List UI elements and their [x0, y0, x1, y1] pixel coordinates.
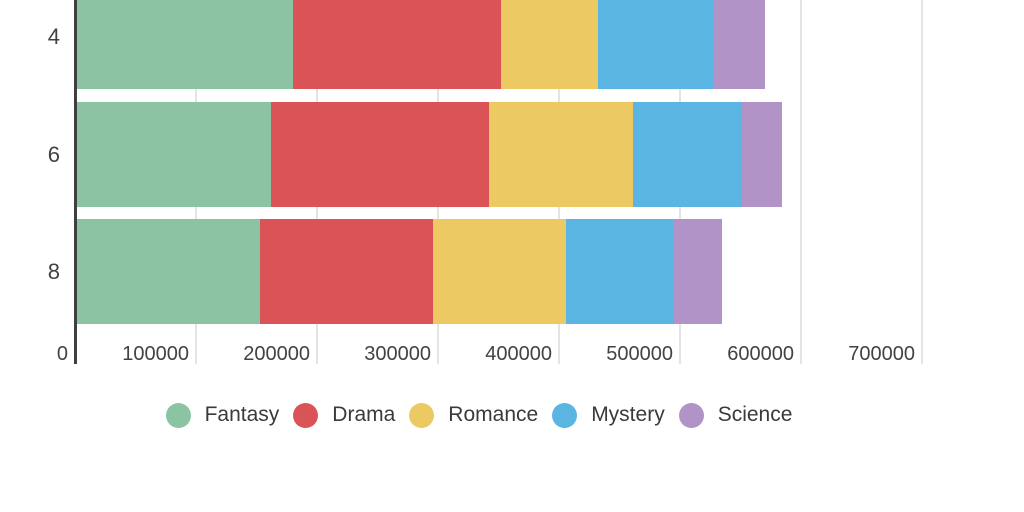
bar-6-science-segment[interactable]: [741, 102, 782, 207]
fantasy-legend-dot-icon: [165, 402, 191, 428]
legend-item-drama[interactable]: Drama: [293, 402, 396, 428]
bar-4-fantasy-segment[interactable]: [75, 0, 293, 89]
bar-8-fantasy-segment[interactable]: [75, 219, 261, 324]
x-tick-label-300000: 300000: [364, 343, 431, 365]
x-tick-label-100000: 100000: [122, 343, 189, 365]
bar-8-mystery-segment[interactable]: [566, 219, 674, 324]
legend-label-mystery: Mystery: [591, 403, 665, 426]
legend-label-romance: Romance: [448, 403, 539, 426]
legend-item-science[interactable]: Science: [678, 402, 793, 428]
gridline-600000: [800, 0, 802, 364]
legend-label-drama: Drama: [332, 403, 396, 426]
x-tick-label-600000: 600000: [727, 343, 794, 365]
legend-label-science: Science: [717, 403, 793, 426]
drama-legend-dot-icon: [293, 402, 319, 428]
x-tick-label-0: 0: [56, 343, 68, 365]
bar-4-drama-segment[interactable]: [292, 0, 501, 89]
bar-4-science-segment[interactable]: [712, 0, 765, 89]
x-tick-label-400000: 400000: [485, 343, 552, 365]
y-category-label-6: 6: [47, 141, 60, 167]
mystery-legend-dot-icon: [552, 402, 578, 428]
legend-label-fantasy: Fantasy: [204, 403, 280, 426]
bar-row-6: [75, 102, 782, 207]
bar-6-mystery-segment[interactable]: [632, 102, 742, 207]
romance-legend-dot-icon: [409, 402, 435, 428]
bar-8-drama-segment[interactable]: [260, 219, 434, 324]
gridline-700000: [921, 0, 923, 364]
bar-row-8: [75, 219, 723, 324]
y-category-label-8: 8: [47, 258, 60, 284]
bar-8-romance-segment[interactable]: [433, 219, 567, 324]
bar-4-mystery-segment[interactable]: [597, 0, 713, 89]
chart-legend: Fantasy Drama Romance Mystery Science: [0, 401, 958, 429]
bar-6-fantasy-segment[interactable]: [75, 102, 272, 207]
y-category-label-4: 4: [47, 23, 60, 49]
bar-6-romance-segment[interactable]: [488, 102, 633, 207]
science-legend-dot-icon: [678, 402, 704, 428]
bar-row-4: [75, 0, 765, 89]
x-tick-label-700000: 700000: [848, 343, 915, 365]
bar-4-romance-segment[interactable]: [500, 0, 598, 89]
x-tick-label-500000: 500000: [606, 343, 673, 365]
bar-6-drama-segment[interactable]: [271, 102, 489, 207]
legend-item-mystery[interactable]: Mystery: [552, 402, 665, 428]
bar-8-science-segment[interactable]: [673, 219, 723, 324]
x-tick-label-200000: 200000: [243, 343, 310, 365]
category-axis-line: [73, 0, 77, 364]
legend-item-romance[interactable]: Romance: [409, 402, 539, 428]
legend-item-fantasy[interactable]: Fantasy: [165, 402, 280, 428]
